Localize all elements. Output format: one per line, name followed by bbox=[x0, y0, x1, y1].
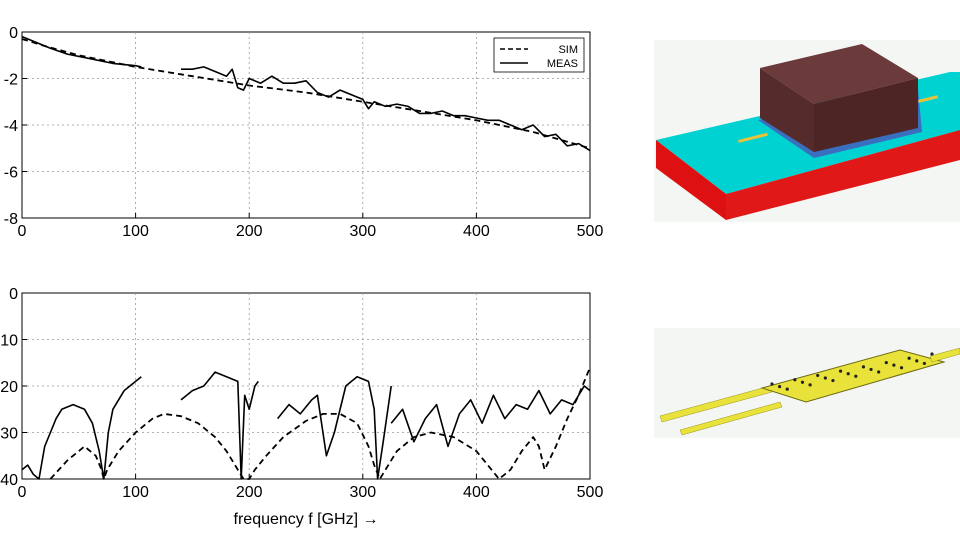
via-dot bbox=[778, 384, 782, 389]
cpw-line-left bbox=[659, 385, 773, 423]
series-line-meas bbox=[276, 375, 392, 480]
series-line-sim bbox=[49, 367, 591, 480]
x-tick-label: 200 bbox=[236, 223, 263, 240]
via-dot bbox=[831, 378, 835, 383]
via-dot bbox=[861, 365, 866, 369]
feed-line-left bbox=[738, 132, 768, 143]
feed-line-right bbox=[918, 95, 939, 103]
y-tick-label: 0 bbox=[9, 25, 18, 42]
series-line-sim bbox=[21, 38, 591, 150]
x-tick-label: 400 bbox=[463, 223, 490, 240]
via-dot bbox=[899, 366, 904, 370]
cavity-box-front bbox=[760, 68, 814, 152]
via-dot bbox=[823, 376, 827, 380]
via-dot bbox=[869, 367, 873, 372]
y-tick-label: -40 bbox=[0, 472, 18, 489]
via-dot bbox=[915, 359, 919, 363]
y-tick-label: -20 bbox=[0, 379, 18, 396]
series-line-meas bbox=[21, 376, 142, 480]
series-bottom bbox=[21, 367, 591, 480]
y-tick-label: 0 bbox=[9, 286, 18, 303]
ticks-bottom: 0 100 200 300 400 500 0 -10 -20 -30 -40 bbox=[0, 286, 603, 501]
via-dot bbox=[793, 378, 797, 382]
via-dot bbox=[808, 383, 812, 387]
x-tick-label: 500 bbox=[577, 484, 604, 501]
ticks-top: 0 100 200 300 400 500 0 -2 -4 -6 -8 bbox=[4, 25, 604, 240]
via-dot bbox=[816, 373, 820, 378]
y-tick-label: -10 bbox=[0, 333, 18, 350]
via-dot bbox=[930, 352, 934, 356]
filter-resonators bbox=[760, 349, 946, 403]
y-tick-label: -30 bbox=[0, 426, 18, 443]
grid-bottom bbox=[22, 293, 590, 479]
via-pattern bbox=[770, 352, 934, 391]
cavity-box-top bbox=[760, 44, 918, 104]
legend-label-sim: SIM bbox=[558, 44, 578, 56]
legend: SIM MEAS bbox=[493, 37, 585, 73]
x-tick-label: 0 bbox=[18, 223, 27, 240]
cavity-box-side bbox=[814, 78, 918, 152]
x-tick-label: 0 bbox=[18, 484, 27, 501]
insertion-loss-chart: 0 100 200 300 400 500 0 -2 -4 -6 -8 SIM MEAS bbox=[4, 25, 604, 240]
series-line-meas bbox=[390, 385, 591, 448]
grid-top bbox=[22, 32, 590, 218]
x-tick-label: 100 bbox=[122, 484, 149, 501]
x-tick-label: 300 bbox=[349, 484, 376, 501]
via-dot bbox=[838, 369, 843, 373]
legend-box bbox=[493, 37, 585, 73]
via-dot bbox=[922, 361, 926, 366]
substrate-front-face bbox=[656, 140, 726, 220]
y-tick-label: -6 bbox=[4, 165, 18, 182]
via-dot bbox=[907, 356, 911, 360]
series-line-meas bbox=[21, 35, 142, 68]
cpw-line-right bbox=[929, 347, 960, 363]
series-line-meas bbox=[180, 371, 259, 480]
via-dot bbox=[770, 382, 774, 386]
package-3d-render bbox=[654, 40, 960, 222]
via-dot bbox=[854, 374, 858, 378]
y-tick-label: -2 bbox=[4, 72, 18, 89]
x-tick-label: 100 bbox=[122, 223, 149, 240]
cpw-line-left-lower bbox=[679, 401, 783, 436]
via-dot bbox=[892, 363, 896, 367]
return-loss-chart: 0 100 200 300 400 500 0 -10 -20 -30 -40 frequency … bbox=[0, 286, 603, 528]
series-top bbox=[21, 35, 591, 152]
y-tick-label: -8 bbox=[4, 211, 18, 228]
via-dot bbox=[884, 360, 888, 365]
x-axis-label: frequency f [GHz] → bbox=[234, 511, 379, 528]
x-tick-label: 400 bbox=[463, 484, 490, 501]
via-dot bbox=[800, 380, 805, 384]
via-dot bbox=[877, 370, 881, 374]
y-tick-label: -4 bbox=[4, 118, 18, 135]
filter-layout-render bbox=[654, 328, 960, 438]
series-line-meas bbox=[181, 66, 591, 152]
via-dot bbox=[846, 372, 850, 376]
substrate-right-face bbox=[726, 130, 960, 220]
legend-label-meas: MEAS bbox=[547, 58, 578, 70]
plot-area-bottom bbox=[21, 292, 591, 480]
x-tick-label: 200 bbox=[236, 484, 263, 501]
x-tick-label: 300 bbox=[349, 223, 376, 240]
x-tick-label: 500 bbox=[577, 223, 604, 240]
via-dot bbox=[785, 387, 789, 391]
